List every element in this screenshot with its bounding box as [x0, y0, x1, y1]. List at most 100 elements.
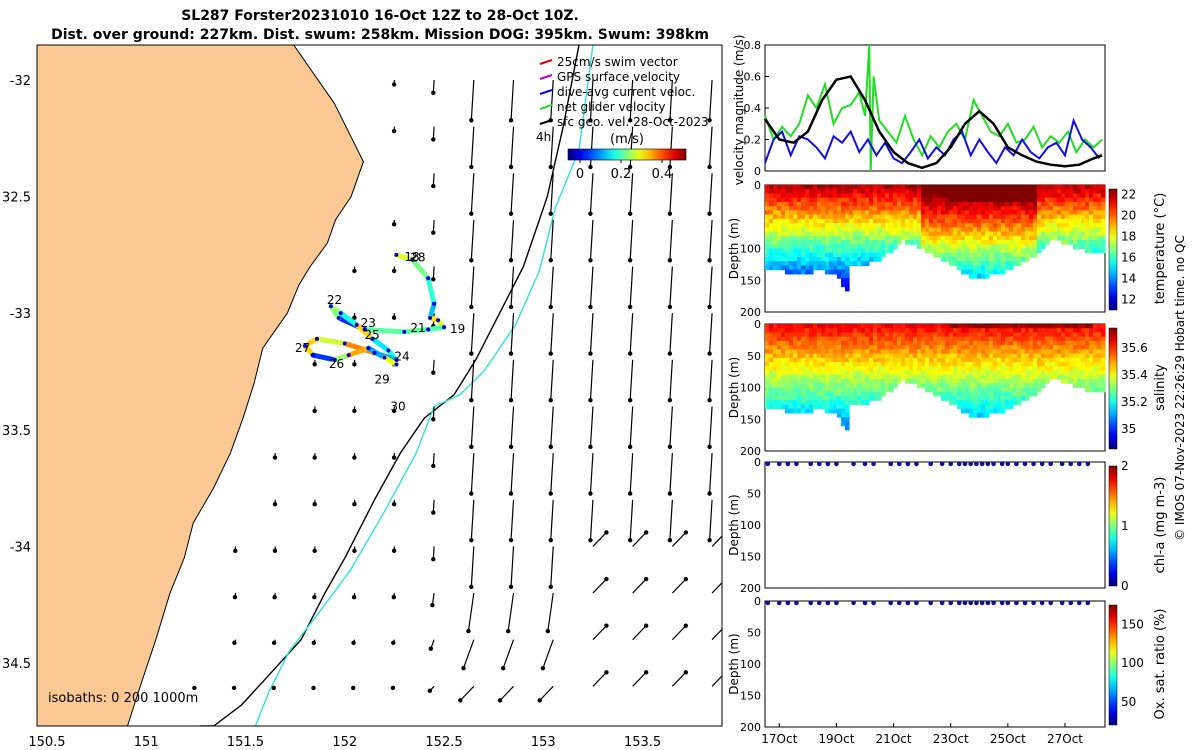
section-cell [1069, 201, 1074, 207]
geo-velocity-arrow [510, 499, 515, 541]
section-cell [985, 240, 990, 245]
section-cell [1029, 370, 1034, 376]
section-cell [845, 396, 850, 401]
section-cell [1025, 248, 1030, 254]
section-cell [917, 201, 922, 207]
section-cell [1033, 201, 1038, 207]
section-cell [949, 324, 954, 329]
section-cell [1021, 244, 1026, 250]
glider-track-segment [409, 257, 431, 281]
section-cell [781, 235, 786, 241]
section-cell [961, 345, 966, 350]
section-cell [1089, 201, 1094, 207]
section-cell [1077, 218, 1082, 224]
geo-velocity-arrowhead [707, 537, 712, 543]
section-cell [1073, 383, 1078, 389]
section-cell [957, 366, 962, 372]
section-cell [1001, 244, 1006, 250]
section-cell [985, 265, 990, 271]
section-cell [969, 273, 974, 279]
geo-velocity-arrow [669, 266, 673, 307]
section-cell [809, 336, 814, 342]
section-cell [961, 269, 966, 275]
geo-velocity-arrowhead [667, 164, 673, 170]
section-cell [785, 362, 790, 367]
section-cell [773, 400, 778, 405]
section-cell [773, 324, 778, 329]
section-cell [977, 332, 982, 338]
section-cell [1049, 340, 1054, 346]
section-cell [793, 324, 798, 329]
section-cell [777, 210, 782, 216]
section-cell [969, 370, 974, 376]
section-cell [957, 374, 962, 380]
section-cell [921, 349, 926, 355]
section-cell [1041, 210, 1046, 216]
section-cell [993, 396, 998, 401]
section-cell [865, 345, 870, 350]
section-cell [1081, 210, 1086, 216]
glider-track-segment [346, 345, 372, 358]
section-cell [869, 370, 874, 376]
section-cell [1057, 227, 1062, 233]
section-cell [1013, 332, 1018, 338]
section-cell [961, 374, 966, 380]
section-cell [805, 185, 810, 190]
section-cell [793, 265, 798, 271]
section-cell [853, 189, 858, 194]
section-cell [1085, 231, 1090, 237]
section-cell [773, 261, 778, 266]
chla-data-point [851, 461, 856, 467]
section-cell [849, 362, 854, 367]
section-cell [897, 370, 902, 376]
section-cell [973, 265, 978, 271]
section-cell [861, 185, 866, 190]
section-cell [1053, 206, 1058, 211]
section-cell [873, 223, 878, 228]
section-cell [973, 324, 978, 329]
section-cell [1029, 387, 1034, 393]
section-cell [957, 223, 962, 228]
chla-data-point [825, 461, 831, 467]
section-cell [977, 336, 982, 342]
section-cell [937, 252, 942, 258]
section-cell [873, 201, 878, 207]
section-cell [837, 332, 842, 338]
section-cell [1089, 324, 1094, 329]
section-cell [817, 370, 822, 376]
section-cell [853, 244, 858, 250]
section-cell [969, 412, 974, 418]
section-cell [841, 404, 846, 410]
section-cell [909, 324, 914, 329]
section-cell [837, 383, 842, 389]
section-cell [957, 231, 962, 237]
geo-velocity-arrow [550, 219, 554, 261]
section-cell [1017, 362, 1022, 367]
section-cell [1005, 231, 1010, 237]
section-cell [1037, 214, 1042, 220]
section-cell [797, 185, 802, 190]
section-cell [925, 244, 930, 250]
section-cell [789, 404, 794, 410]
section-cell [893, 328, 898, 333]
section-cell [817, 387, 822, 393]
section-cell [885, 197, 890, 203]
section-cell [873, 345, 878, 350]
section-cell [845, 265, 850, 271]
section-cell [1053, 357, 1058, 363]
section-cell [765, 396, 770, 401]
section-cell [1065, 197, 1070, 203]
section-cell [841, 396, 846, 401]
section-cell [1013, 193, 1018, 199]
figure-title-line2: Dist. over ground: 227km. Dist. swum: 25… [51, 27, 709, 43]
section-cell [781, 379, 786, 384]
section-cell [1089, 193, 1094, 199]
section-cell [933, 223, 938, 228]
section-cell [765, 349, 770, 355]
section-cell [817, 257, 822, 262]
section-cell [973, 408, 978, 414]
section-cell [841, 391, 846, 397]
section-cell [901, 353, 906, 359]
geo-velocity-arrowhead [588, 164, 593, 170]
section-cell [873, 227, 878, 233]
